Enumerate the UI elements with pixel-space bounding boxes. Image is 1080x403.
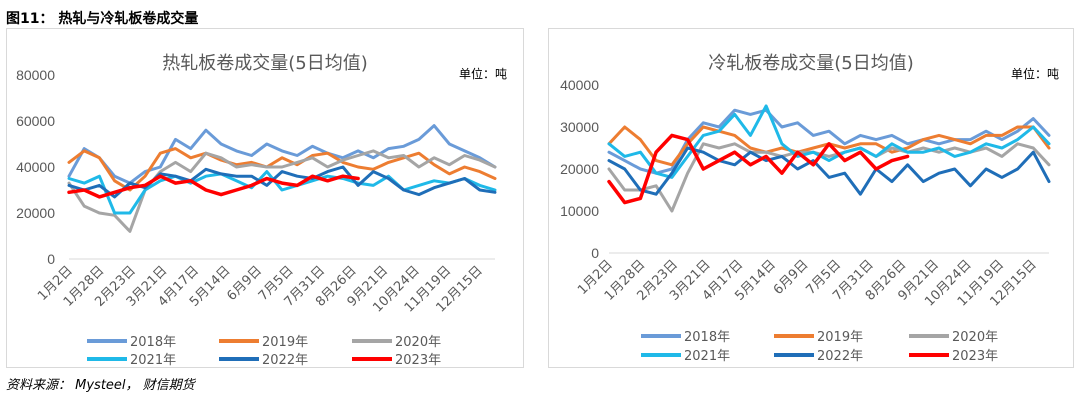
hot-rolled-y-tick-label: 60000 (16, 113, 55, 129)
hot-rolled-y-tick-label: 20000 (16, 205, 55, 221)
cold-rolled-legend-label: 2020年 (952, 330, 998, 345)
cold-rolled-legend-label: 2019年 (817, 330, 863, 345)
cold-rolled-legend-label: 2021年 (684, 349, 730, 364)
hot-rolled-y-tick-label: 40000 (16, 159, 55, 175)
cold-rolled-legend-label: 2022年 (817, 349, 863, 364)
hot-rolled-chart-panel: 热轧板卷成交量(5日均值) 单位：吨 0 20000 40000 60000 80000 1月… (6, 28, 524, 368)
hot-rolled-unit-label: 单位：吨 (459, 66, 507, 81)
hot-rolled-legend-label: 2023年 (395, 353, 441, 368)
cold-rolled-legend-label: 2023年 (952, 349, 998, 364)
hot-rolled-x-tick-label: 6月9日 (224, 263, 265, 304)
cold-rolled-series-2018年 (607, 108, 1051, 175)
cold-rolled-y-tick-label: 10000 (560, 203, 599, 219)
cold-rolled-y-tick-label: 20000 (560, 161, 599, 177)
cold-rolled-y-tick-label: 30000 (560, 119, 599, 135)
hot-rolled-legend-label: 2022年 (262, 353, 308, 368)
cold-rolled-series-2021年 (607, 104, 1051, 179)
source-note: 资料来源： Mysteel， 财信期货 (6, 378, 195, 393)
cold-rolled-legend-label: 2018年 (684, 330, 730, 345)
cold-rolled-chart-title: 冷轧板卷成交量(5日均值) (708, 53, 914, 74)
cold-rolled-y-tick-label: 40000 (560, 77, 599, 93)
hot-rolled-chart-title: 热轧板卷成交量(5日均值) (162, 53, 368, 74)
hot-rolled-series-2023年 (67, 174, 360, 199)
hot-rolled-y-tick-label: 0 (47, 251, 55, 267)
cold-rolled-chart-panel: 冷轧板卷成交量(5日均值) 单位：吨 0 10000 20000 30000 40000 1月… (548, 28, 1074, 368)
cold-rolled-series-2023年 (607, 133, 910, 205)
cold-rolled-chart: 冷轧板卷成交量(5日均值) 单位：吨0100002000030000400001月… (560, 53, 1059, 364)
cold-rolled-x-tick-label: 6月9日 (771, 257, 812, 298)
figure-title: 图11： 热轧与冷轧板卷成交量 (6, 11, 199, 27)
hot-rolled-legend-label: 2020年 (395, 335, 441, 350)
hot-rolled-chart: 热轧板卷成交量(5日均值) 单位：吨0200004000060000800001月… (16, 53, 507, 368)
hot-rolled-legend-label: 2018年 (130, 335, 176, 350)
hot-rolled-legend-label: 2021年 (130, 353, 176, 368)
hot-rolled-series-2019年 (67, 147, 497, 192)
hot-rolled-series-2018年 (67, 124, 497, 185)
hot-rolled-series-2020年 (67, 149, 497, 233)
cold-rolled-unit-label: 单位：吨 (1011, 66, 1059, 81)
cold-rolled-series-2022年 (607, 146, 1051, 196)
hot-rolled-series-2021年 (67, 170, 497, 215)
cold-rolled-y-tick-label: 0 (591, 245, 599, 261)
hot-rolled-y-tick-label: 80000 (16, 67, 55, 83)
hot-rolled-legend-label: 2019年 (262, 335, 308, 350)
